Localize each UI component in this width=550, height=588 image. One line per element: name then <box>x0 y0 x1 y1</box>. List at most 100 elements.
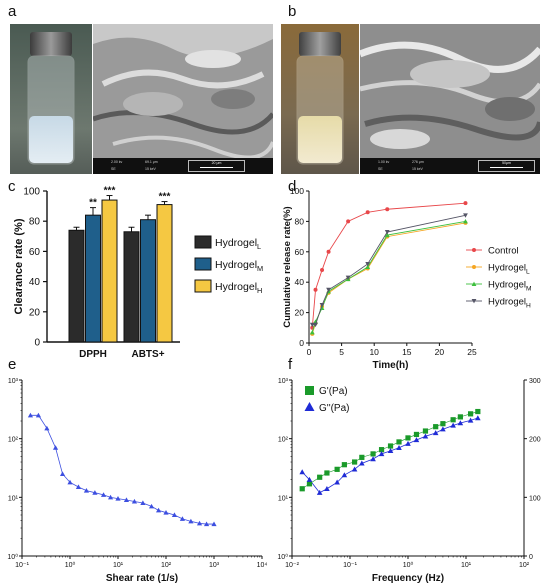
point-f-gp-14 <box>422 428 429 434</box>
significance-c-0-1: ** <box>89 198 97 209</box>
x-tick-label-e-1: 10⁰ <box>65 561 76 569</box>
sem-info-bar-a <box>93 158 273 174</box>
point-f-gp-17 <box>450 417 456 423</box>
x-axis-title-f: Frequency (Hz) <box>372 573 444 584</box>
panel-label-c: c <box>8 178 16 195</box>
bar-c-0-1 <box>85 214 101 343</box>
x-tick-label-c-1: ABTS+ <box>131 349 164 360</box>
y-tick-label-f-0: 10⁰ <box>277 553 288 561</box>
sem-meta-a-1: 69.1 μm <box>145 160 158 164</box>
point-f-gpp-15 <box>432 430 439 436</box>
point-f-gp-0 <box>299 486 305 492</box>
point-f-gpp-8 <box>370 456 376 462</box>
point-e-2 <box>44 425 50 431</box>
y-tick-label-d-3: 60 <box>295 247 305 257</box>
significance-c-1-2: *** <box>159 192 171 203</box>
x-axis-title-d: Time(h) <box>373 360 409 371</box>
sem-info-bar-b <box>360 158 540 174</box>
y-tick-label-c-4: 80 <box>29 217 41 228</box>
point-e-10 <box>107 494 114 500</box>
x-tick-label-d-3: 15 <box>402 347 412 357</box>
point-d-2-6 <box>384 232 390 238</box>
point-f-gp-13 <box>413 431 420 438</box>
point-f-gpp-20 <box>475 415 481 421</box>
point-f-gpp-16 <box>440 426 446 432</box>
scale-line-a <box>200 167 233 168</box>
x-tick-label-d-2: 10 <box>369 347 379 357</box>
legend-marker-d-0 <box>472 248 476 252</box>
point-d-3-1 <box>313 322 318 328</box>
point-e-8 <box>92 490 98 495</box>
point-f-gpp-10 <box>387 448 394 454</box>
point-e-15 <box>148 503 155 509</box>
x-tick-label-f-0: 10⁻² <box>285 562 299 569</box>
y-tick-label-f-2: 10² <box>278 437 289 444</box>
point-f-gpp-17 <box>450 422 456 428</box>
point-e-17 <box>163 509 169 515</box>
x-tick-label-d-5: 25 <box>467 347 477 357</box>
point-e-22 <box>203 521 210 527</box>
point-d-3-6 <box>384 230 390 235</box>
sem-meta-a-2: 15 keV <box>145 167 156 171</box>
point-f-gp-2 <box>317 474 323 480</box>
sem-meta-b-2: 15 keV <box>412 167 423 171</box>
significance-c-0-2: *** <box>104 186 116 197</box>
legend-marker-d-1 <box>472 265 476 269</box>
point-f-gpp-12 <box>405 440 411 446</box>
point-f-gp-4 <box>334 466 340 472</box>
point-e-19 <box>179 516 186 521</box>
point-d-2-1 <box>313 319 318 324</box>
vial-photo-b <box>281 24 359 174</box>
point-f-gp-10 <box>387 443 394 449</box>
point-e-3 <box>52 445 59 450</box>
point-f-gp-6 <box>351 459 358 465</box>
y-tick-label-e-0: 10⁰ <box>7 553 18 561</box>
bar-c-0-0 <box>68 229 85 343</box>
y-tick-label-d-4: 80 <box>295 216 305 226</box>
point-e-18 <box>171 512 178 517</box>
point-e-13 <box>131 498 138 504</box>
legend-label-d-2: HydrogelM <box>488 280 532 293</box>
point-f-gp-20 <box>475 408 481 415</box>
point-f-gp-1 <box>306 481 313 487</box>
point-f-gp-15 <box>433 424 439 430</box>
point-f-gpp-13 <box>413 437 420 443</box>
point-f-gpp-19 <box>467 417 474 423</box>
x-tick-label-e-0: 10⁻¹ <box>15 562 29 569</box>
point-d-2-5 <box>365 264 371 269</box>
point-e-16 <box>155 507 162 513</box>
y-tick-label-c-0: 0 <box>34 338 40 349</box>
point-f-gpp-5 <box>341 472 348 478</box>
point-f-gpp-7 <box>359 460 365 466</box>
y-axis-title-d: Cumulative release rate(%) <box>282 206 293 327</box>
point-f-gpp-1 <box>306 476 313 482</box>
legend-label-c-0: HydrogelL <box>215 237 261 251</box>
panel-label-a: a <box>8 3 17 20</box>
point-e-6 <box>75 484 82 490</box>
point-e-1 <box>35 412 42 418</box>
point-d-3-5 <box>365 261 371 267</box>
x-tick-label-e-3: 10² <box>161 562 172 569</box>
series-line-e <box>30 414 214 525</box>
legend-label-d-3: HydrogelH <box>488 297 531 310</box>
y-tick-label-f-1: 10¹ <box>278 495 289 502</box>
y-tick-label-d-5: 100 <box>290 186 304 196</box>
point-d-0-7 <box>463 201 468 206</box>
point-d-0-5 <box>365 210 370 215</box>
x-tick-label-d-1: 5 <box>339 347 344 357</box>
point-f-gp-18 <box>457 414 463 420</box>
y-axis-title-c: Clearance rate (%) <box>13 218 25 314</box>
point-e-21 <box>196 520 203 526</box>
series-line-d-0 <box>311 202 466 328</box>
point-d-3-4 <box>345 275 351 281</box>
y-tick-label-d-1: 20 <box>295 308 305 318</box>
point-f-gp-12 <box>405 435 411 441</box>
scale-line-b <box>490 167 523 168</box>
y2-tick-label-f-0: 0 <box>529 554 533 561</box>
y2-tick-label-f-1: 100 <box>529 495 541 502</box>
point-f-gpp-11 <box>396 444 402 450</box>
x-tick-label-f-2: 10⁰ <box>403 561 414 569</box>
point-d-3-7 <box>463 213 468 218</box>
point-d-0-6 <box>385 207 390 212</box>
point-f-gp-9 <box>378 447 385 453</box>
